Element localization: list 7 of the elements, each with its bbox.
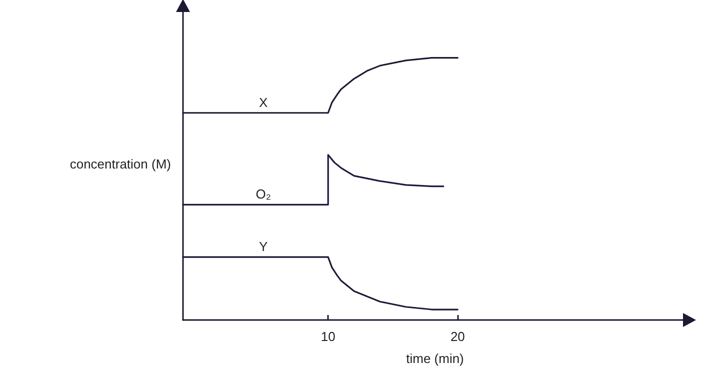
series-label: X [258, 94, 268, 110]
x-tick-label: 10 [320, 329, 336, 344]
y-axis-title: concentration (M) [70, 156, 171, 172]
x-tick-label: 20 [450, 329, 465, 344]
x-axis-title: time (min) [406, 351, 464, 366]
series-label: O₂ [256, 186, 271, 202]
series-label: Y [258, 239, 268, 254]
